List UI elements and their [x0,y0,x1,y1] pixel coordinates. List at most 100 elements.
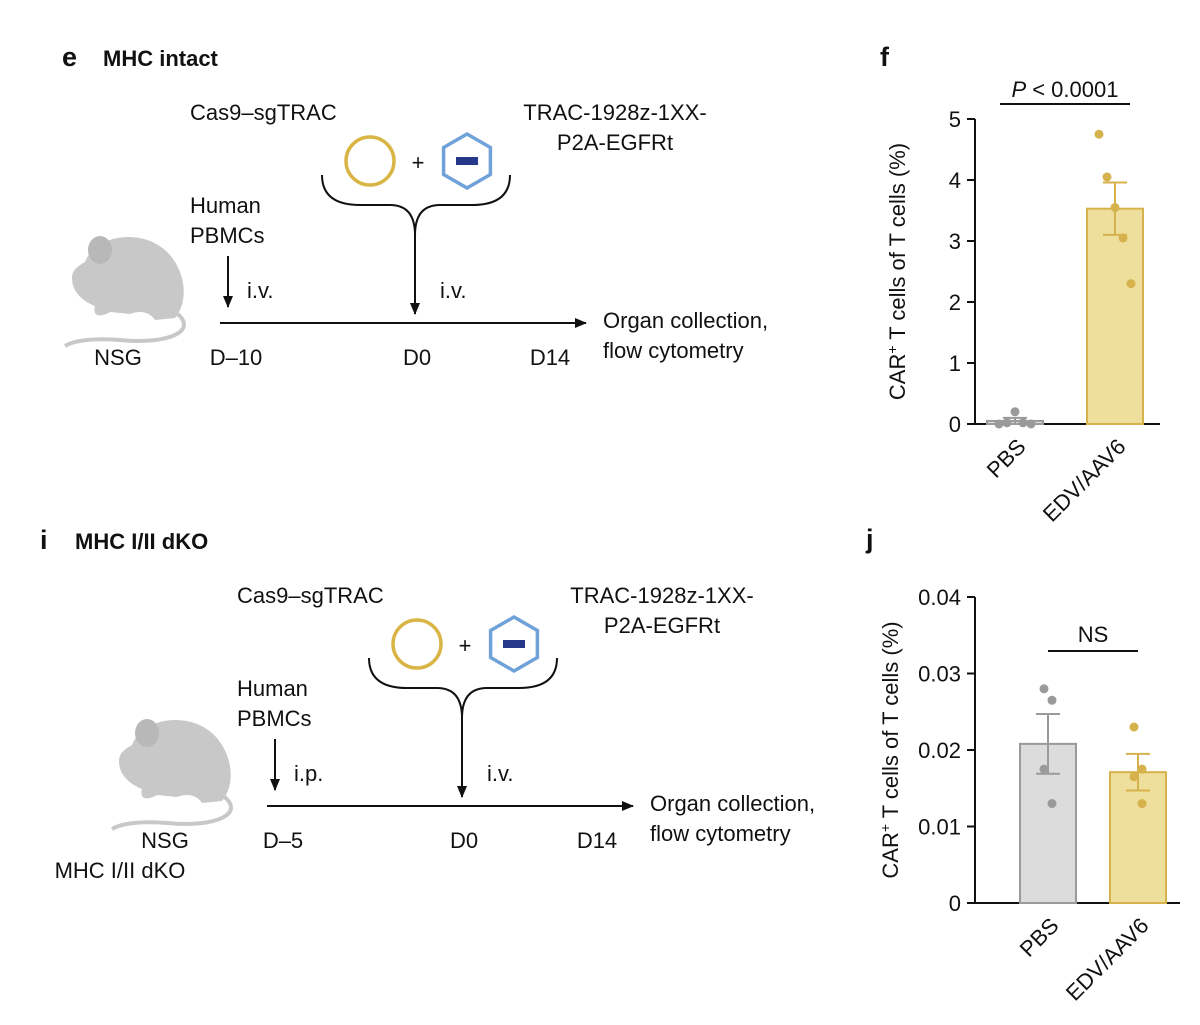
route-label: i.v. [440,278,466,303]
host-label: NSG [94,345,142,370]
significance-text: NS [1078,622,1109,647]
y-tick-label: 0.01 [918,815,961,840]
y-axis-label-part: CAR [885,354,910,400]
aav-icon [441,131,493,191]
day-label: D0 [450,828,478,853]
aav-insert [503,640,525,648]
y-axis-label-part: + [877,824,893,832]
readout-label: flow cytometry [603,338,744,363]
data-point [1094,129,1104,139]
bar [1109,771,1167,904]
x-tick-label: PBS [1015,913,1064,962]
bar [1086,207,1144,425]
y-tick-label: 2 [949,290,961,315]
route-label: i.p. [294,761,323,786]
data-point [1102,172,1112,182]
brace [368,657,558,719]
day-label: D–10 [210,345,263,370]
mouse-tail [63,310,186,348]
y-tick-label: 4 [949,168,961,193]
data-point [1047,695,1057,705]
panel-label: j [865,524,874,554]
route-label: i.v. [247,278,273,303]
host-label: MHC I/II dKO [55,858,186,883]
mouse-ear [135,719,159,747]
mouse-tail [110,793,233,831]
editor-label: Cas9–sgTRAC [237,583,384,608]
data-point [1129,722,1139,732]
x-tick-label: PBS [982,434,1031,483]
readout-label: Organ collection, [603,308,768,333]
readout-label: flow cytometry [650,821,791,846]
y-tick-label: 0.04 [918,585,961,610]
data-point [1010,407,1020,417]
significance-label: NS [1078,622,1109,647]
significance-italic: P [1012,77,1027,102]
y-axis-label: CAR+ T cells of T cells (%) [884,143,910,400]
template-label: P2A-EGFRt [557,130,673,155]
panel-label: f [880,42,890,72]
rnp-icon [344,135,396,187]
day-label: D14 [577,828,617,853]
cells-label: PBMCs [237,706,312,731]
data-point [1137,764,1147,774]
data-point [1126,279,1136,289]
data-point [1137,799,1147,809]
readout-label: Organ collection, [650,791,815,816]
aav-insert [456,157,478,165]
brace [321,174,511,236]
data-point [1110,202,1120,212]
panel-label: e [62,42,77,72]
data-point [994,419,1004,429]
rnp-icon [391,618,443,670]
x-tick-label: EDV/AAV6 [1061,913,1154,1006]
x-tick-label: EDV/AAV6 [1038,434,1131,527]
data-point [1047,799,1057,809]
y-tick-label: 0.03 [918,662,961,687]
y-axis-label-part: CAR [878,832,903,878]
data-point [1039,684,1049,694]
error-bar [1036,713,1060,775]
plus-sign: + [412,150,425,175]
significance-text: < 0.0001 [1032,77,1118,102]
y-tick-label: 1 [949,351,961,376]
host-label: NSG [141,828,189,853]
editor-label: Cas9–sgTRAC [190,100,337,125]
cells-label: Human [237,676,308,701]
schematic: i MHC I/II dKO Cas9–sgTRAC TRAC-1928z-1XX- P… [40,525,815,883]
panel-label: i [40,525,48,555]
y-tick-label: 3 [949,229,961,254]
template-label: TRAC-1928z-1XX- [570,583,753,608]
panel-title: MHC I/II dKO [75,529,208,554]
y-axis-label: CAR+ T cells of T cells (%) [877,621,903,878]
data-point [1129,772,1139,782]
mouse-ear [88,236,112,264]
schematic: e MHC intact Cas9–sgTRAC TRAC-1928z-1XX- P2A… [62,42,768,370]
cells-label: PBMCs [190,223,265,248]
y-tick-label: 0 [949,412,961,437]
day-label: D–5 [263,828,303,853]
y-axis-label-part: + [884,345,900,353]
y-axis-label-part: T cells of T cells (%) [885,143,910,346]
significance-label: P < 0.0001 [1012,77,1119,102]
data-point [1118,233,1128,243]
error-bar [1126,752,1150,792]
y-tick-label: 0.02 [918,738,961,763]
route-label: i.v. [487,761,513,786]
plus-sign: + [459,633,472,658]
template-label: TRAC-1928z-1XX- [523,100,706,125]
template-label: P2A-EGFRt [604,613,720,638]
y-axis-label-part: T cells of T cells (%) [878,621,903,824]
data-point [1039,764,1049,774]
data-point [1018,418,1028,428]
day-label: D0 [403,345,431,370]
day-label: D14 [530,345,570,370]
y-tick-label: 0 [949,891,961,916]
data-point [1026,419,1036,429]
data-point [1002,418,1012,428]
cells-label: Human [190,193,261,218]
panel-title: MHC intact [103,46,219,71]
aav-icon [488,614,540,674]
y-tick-label: 5 [949,107,961,132]
